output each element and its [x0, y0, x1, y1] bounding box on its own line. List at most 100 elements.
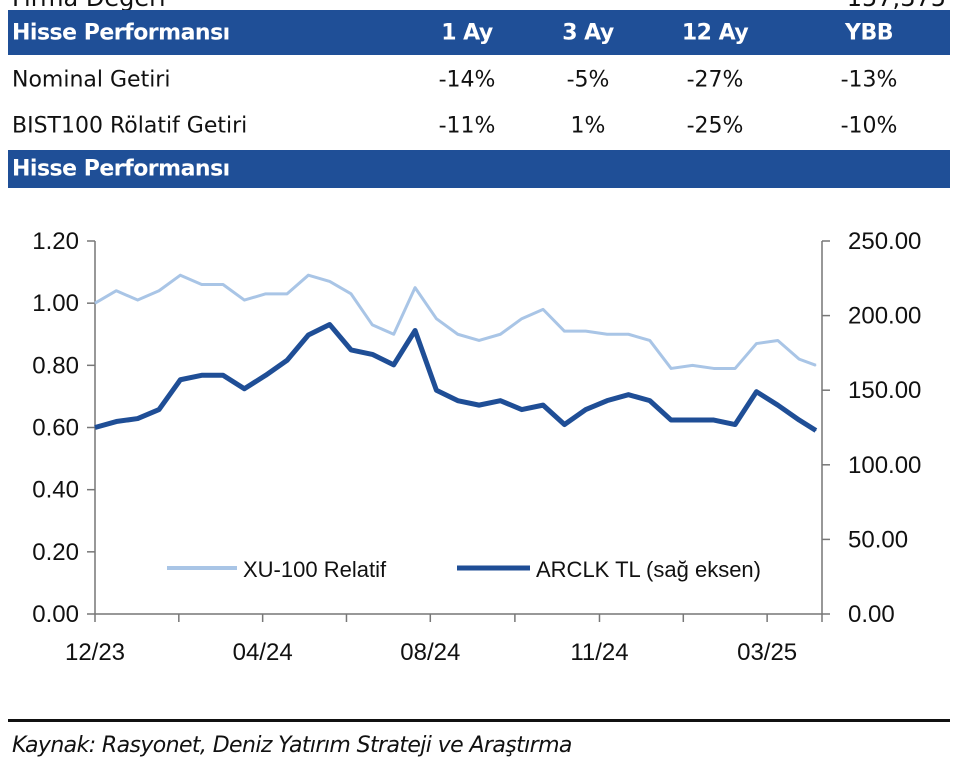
data-point	[286, 359, 288, 361]
col-12-month: 12 Ay	[681, 20, 749, 45]
row-label: BIST100 Rölatif Getiri	[12, 113, 248, 139]
left-y-tick-label: 1.00	[32, 290, 79, 317]
data-point	[265, 293, 267, 295]
data-point	[243, 388, 245, 390]
data-point	[478, 404, 480, 406]
data-point	[137, 418, 139, 420]
table-title: Hisse Performansı	[12, 20, 230, 45]
data-point	[158, 409, 160, 411]
left-y-tick-label: 0.20	[32, 539, 79, 566]
data-point	[201, 374, 203, 376]
table-row: Nominal Getiri -14% -5% -27% -13%	[8, 58, 950, 102]
data-point	[329, 280, 331, 282]
data-point	[521, 409, 523, 411]
data-point	[435, 389, 437, 391]
data-point	[393, 333, 395, 335]
cell: -14%	[438, 67, 496, 93]
data-point	[777, 404, 779, 406]
cell: -5%	[566, 67, 610, 93]
data-point	[265, 374, 267, 376]
col-3-month: 3 Ay	[562, 20, 614, 45]
data-point	[329, 324, 331, 326]
data-point	[243, 299, 245, 301]
data-point	[521, 318, 523, 320]
chart-section-title: Hisse Performansı	[12, 156, 230, 182]
data-point	[542, 404, 544, 406]
right-y-tick-label: 50.00	[848, 526, 908, 553]
data-point	[115, 290, 117, 292]
data-point	[435, 318, 437, 320]
data-point	[94, 302, 96, 304]
data-point	[222, 374, 224, 376]
x-tick-label: 03/25	[737, 639, 797, 666]
data-point	[670, 367, 672, 369]
data-point	[755, 343, 757, 345]
right-y-tick-label: 250.00	[848, 228, 921, 255]
data-point	[815, 364, 817, 366]
data-point	[499, 333, 501, 335]
data-point	[307, 274, 309, 276]
data-point	[307, 334, 309, 336]
data-point	[606, 333, 608, 335]
data-point	[649, 339, 651, 341]
data-point	[777, 339, 779, 341]
data-point	[499, 400, 501, 402]
data-point	[542, 308, 544, 310]
data-point	[457, 400, 459, 402]
x-tick-label: 08/24	[400, 639, 460, 666]
table-row: BIST100 Rölatif Getiri -11% 1% -25% -10%	[8, 104, 950, 148]
divider	[8, 719, 950, 722]
right-y-tick-label: 200.00	[848, 303, 921, 330]
data-point	[563, 330, 565, 332]
right-y-tick-label: 100.00	[848, 452, 921, 479]
data-point	[627, 333, 629, 335]
data-point	[222, 284, 224, 286]
firm-value-label: Firma Değeri	[12, 0, 166, 12]
data-point	[691, 364, 693, 366]
row-label: Nominal Getiri	[12, 67, 171, 93]
performance-chart: 0.00 0.20 0.40 0.60 0.80 1.00 1.20 0.00 50.00 100…	[32, 228, 921, 666]
data-point	[478, 339, 480, 341]
col-1-month: 1 Ay	[441, 20, 493, 45]
performance-table-header: Hisse Performansı 1 Ay 3 Ay 12 Ay YBB	[8, 10, 950, 55]
cell: -13%	[840, 67, 898, 93]
data-point	[350, 293, 352, 295]
data-point	[815, 429, 817, 431]
data-point	[585, 330, 587, 332]
data-point	[798, 419, 800, 421]
data-point	[734, 424, 736, 426]
x-tick-label: 11/24	[570, 639, 628, 666]
data-point	[734, 367, 736, 369]
right-y-tick-label: 150.00	[848, 377, 921, 404]
left-y-tick-label: 1.20	[32, 228, 79, 255]
data-point	[137, 299, 139, 301]
data-point	[627, 394, 629, 396]
col-ytd: YBB	[845, 20, 893, 45]
data-point	[649, 400, 651, 402]
cell: -27%	[686, 67, 744, 93]
data-point	[371, 353, 373, 355]
data-point	[286, 293, 288, 295]
data-point	[158, 290, 160, 292]
firm-value: 157,375	[847, 0, 946, 12]
data-point	[414, 330, 416, 332]
data-point	[585, 409, 587, 411]
data-point	[115, 421, 117, 423]
legend-label-arclk: ARCLK TL (sağ eksen)	[536, 557, 761, 582]
left-y-tick-label: 0.80	[32, 352, 79, 379]
cell: -11%	[438, 113, 496, 139]
data-point	[414, 287, 416, 289]
data-point	[713, 419, 715, 421]
series-line-xu100-relative	[94, 273, 817, 370]
data-point	[179, 379, 181, 381]
data-point	[755, 391, 757, 393]
series-line-arclk-tl	[94, 322, 818, 433]
cell: -10%	[840, 113, 898, 139]
data-point	[179, 274, 181, 276]
data-point	[457, 333, 459, 335]
x-tick-label: 04/24	[233, 639, 293, 666]
left-y-tick-label: 0.40	[32, 477, 79, 504]
data-point	[201, 284, 203, 286]
left-y-tick-label: 0.00	[32, 601, 79, 628]
data-point	[350, 349, 352, 351]
